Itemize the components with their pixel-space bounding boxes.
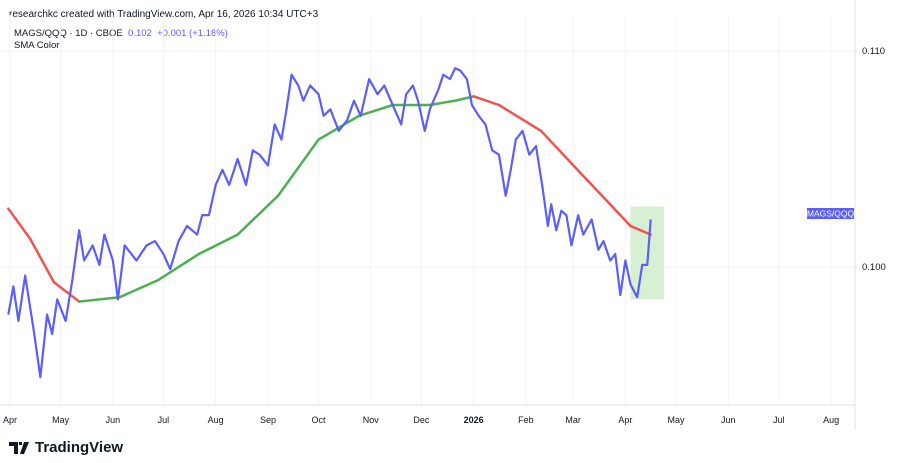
x-tick-label: Jun: [721, 415, 736, 425]
sma-segment: [608, 203, 632, 228]
x-tick-label: May: [667, 415, 685, 425]
x-tick-label: Feb: [518, 415, 534, 425]
tradingview-logo-icon: [9, 441, 29, 454]
x-tick-label: May: [52, 415, 70, 425]
y-tick-label: 0.100: [862, 262, 886, 273]
x-tick-label: Jul: [158, 415, 170, 425]
x-tick-label: Apr: [618, 415, 632, 425]
price-tag: MAGS/QQQ: [807, 208, 855, 219]
brand-name: TradingView: [35, 439, 124, 456]
sma-segment: [317, 114, 361, 141]
sma-segment: [539, 129, 583, 176]
sma-segment: [472, 95, 501, 107]
indicator-label[interactable]: SMA Color: [14, 40, 60, 51]
y-tick-label: 0.110: [862, 46, 885, 57]
x-tick-label: Sep: [260, 415, 276, 425]
price-tag-bg: [807, 208, 854, 219]
sma-segment: [276, 138, 320, 197]
sma-segment: [497, 103, 543, 133]
x-tick-label: Apr: [3, 415, 17, 425]
chart-credit: researchkc created with TradingView.com,…: [9, 9, 319, 20]
x-tick-label: Jul: [773, 415, 785, 425]
tradingview-logo[interactable]: TradingView: [9, 439, 123, 456]
sma-segment: [197, 233, 239, 256]
sma-segment: [629, 224, 652, 236]
x-tick-label: Aug: [208, 415, 224, 425]
sma-segment: [7, 207, 32, 241]
x-tick-label: 2026: [464, 415, 484, 425]
sma-segment: [357, 103, 394, 118]
price-change: +0.001 (+1.18%): [157, 28, 228, 39]
sma-segment: [28, 237, 56, 284]
symbol-label[interactable]: MAGS/QQQ · 1D · CBOE: [14, 28, 123, 39]
x-tick-label: Nov: [363, 415, 380, 425]
last-price: 0.102: [128, 28, 152, 39]
sma-segment: [157, 252, 201, 282]
sma-segment: [428, 99, 457, 107]
x-tick-label: Mar: [565, 415, 581, 425]
sma-segment: [52, 280, 81, 303]
sma-segment: [580, 172, 612, 206]
sma-segment: [236, 194, 280, 236]
price-line: [7, 67, 652, 379]
x-tick-label: Jun: [106, 415, 121, 425]
chart-legend: MAGS/QQQ · 1D · CBOE 0.102 +0.001 (+1.18…: [14, 28, 228, 52]
sma-segment: [77, 295, 121, 303]
x-tick-label: Oct: [312, 415, 327, 425]
x-tick-label: Aug: [823, 415, 839, 425]
x-tick-label: Dec: [413, 415, 430, 425]
sma-segment: [118, 278, 160, 299]
price-tag-label: MAGS/QQQ: [807, 209, 855, 219]
